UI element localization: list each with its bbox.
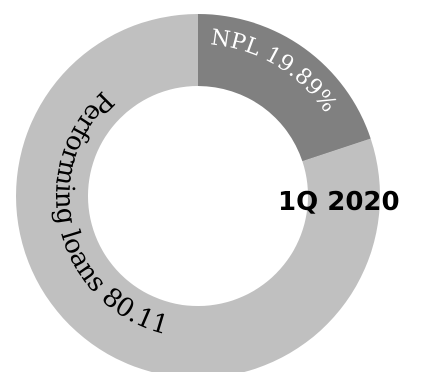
donut-slices xyxy=(16,14,380,372)
center-label: 1Q 2020 xyxy=(278,187,400,217)
donut-slice-performing-loans xyxy=(16,14,380,372)
donut-slice-npl xyxy=(198,14,371,162)
